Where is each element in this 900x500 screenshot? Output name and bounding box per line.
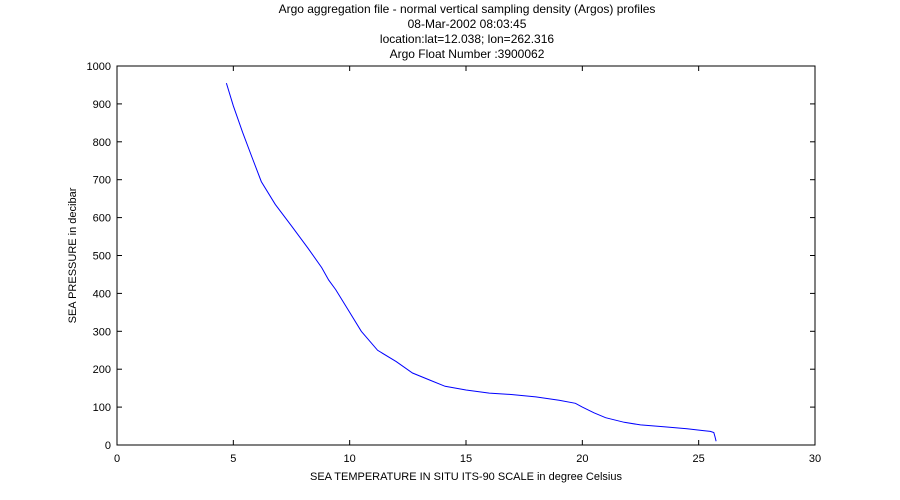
x-axis: 0 5 10 15 20 25 30: [114, 66, 821, 465]
profile-line-0: [225, 82, 717, 442]
y-axis-label: SEA PRESSURE in decibar: [67, 187, 79, 323]
x-axis-label: SEA TEMPERATURE IN SITU ITS-90 SCALE in …: [310, 471, 622, 483]
x-tick-label: 5: [230, 453, 236, 465]
chart-location: location:lat=12.038; lon=262.316: [379, 32, 555, 46]
y-axis: 0 100 200 300 400 500 600 700 800 900 1000: [87, 61, 815, 452]
series-layer: [225, 82, 717, 442]
x-tick-label: 20: [576, 453, 588, 465]
y-tick-label: 500: [93, 251, 111, 263]
x-tick-label: 25: [693, 453, 705, 465]
chart-date: 08-Mar-2002 08:03:45: [407, 17, 527, 31]
y-tick-label: 100: [93, 402, 111, 414]
y-tick-label: 200: [93, 364, 111, 376]
x-tick-label: 15: [460, 453, 472, 465]
x-tick-label: 30: [809, 453, 821, 465]
chart-title: Argo aggregation file - normal vertical …: [278, 2, 656, 16]
chart-title-block: Argo aggregation file - normal vertical …: [0, 2, 900, 62]
y-tick-label: 900: [93, 99, 111, 111]
y-tick-label: 700: [93, 175, 111, 187]
y-tick-label: 600: [93, 213, 111, 225]
x-tick-label: 10: [344, 453, 356, 465]
y-tick-label: 800: [93, 137, 111, 149]
y-tick-label: 400: [93, 288, 111, 300]
y-tick-label: 0: [105, 440, 111, 452]
y-tick-label: 1000: [87, 61, 111, 73]
plot-frame: [116, 65, 816, 446]
x-tick-label: 0: [114, 453, 120, 465]
y-tick-label: 300: [93, 326, 111, 338]
chart-float-number: Argo Float Number :3900062: [389, 47, 545, 61]
